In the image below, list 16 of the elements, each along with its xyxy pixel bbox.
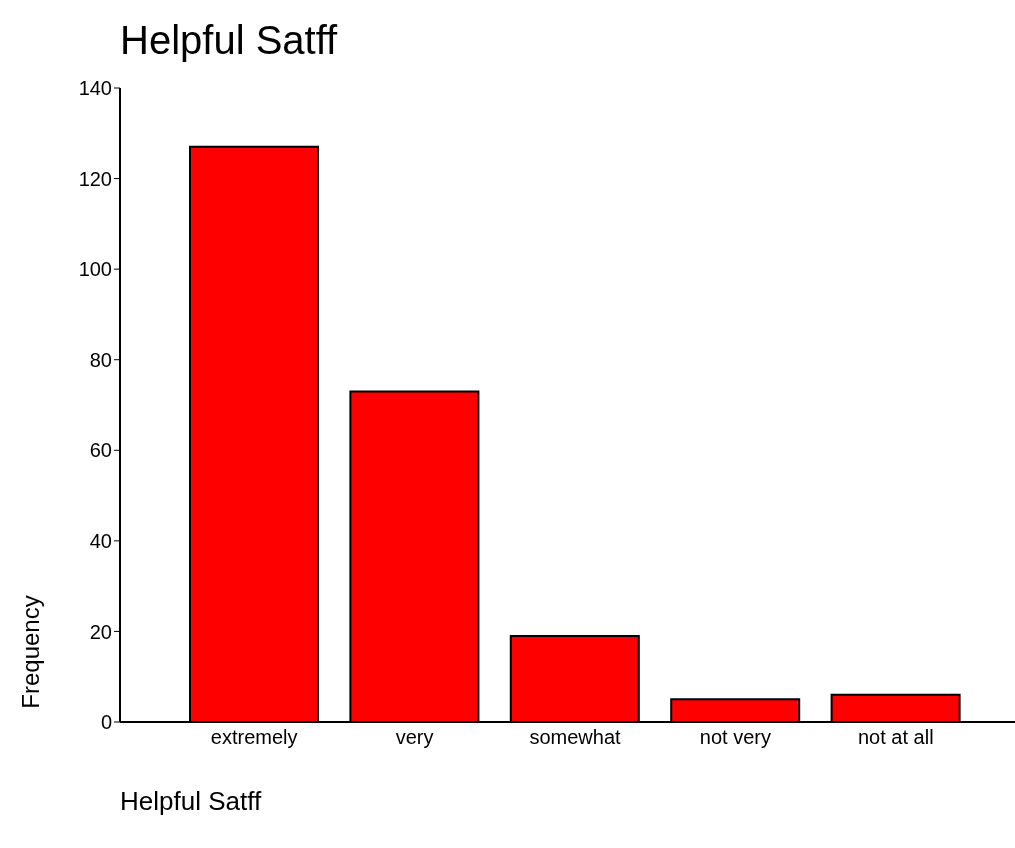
y-tick-label: 0 — [100, 711, 112, 734]
y-tick-label: 120 — [78, 167, 112, 190]
y-tick-label: 80 — [89, 348, 112, 371]
y-tick-label: 100 — [78, 258, 112, 281]
x-tick-label: very — [395, 726, 434, 749]
chart-title: Helpful Satff — [120, 18, 338, 63]
x-tick-label: not very — [699, 726, 771, 749]
x-axis-title: Helpful Satff — [120, 786, 262, 817]
y-tick-label: 20 — [89, 620, 112, 643]
x-tick-label: extremely — [210, 726, 298, 749]
y-axis-title: Frequency — [17, 594, 45, 711]
y-tick-label: 60 — [89, 439, 112, 462]
x-tick-label: not at all — [858, 726, 934, 749]
y-tick-label: 140 — [78, 77, 112, 100]
y-tick-label: 40 — [89, 529, 112, 552]
x-tick-label: somewhat — [529, 726, 622, 749]
